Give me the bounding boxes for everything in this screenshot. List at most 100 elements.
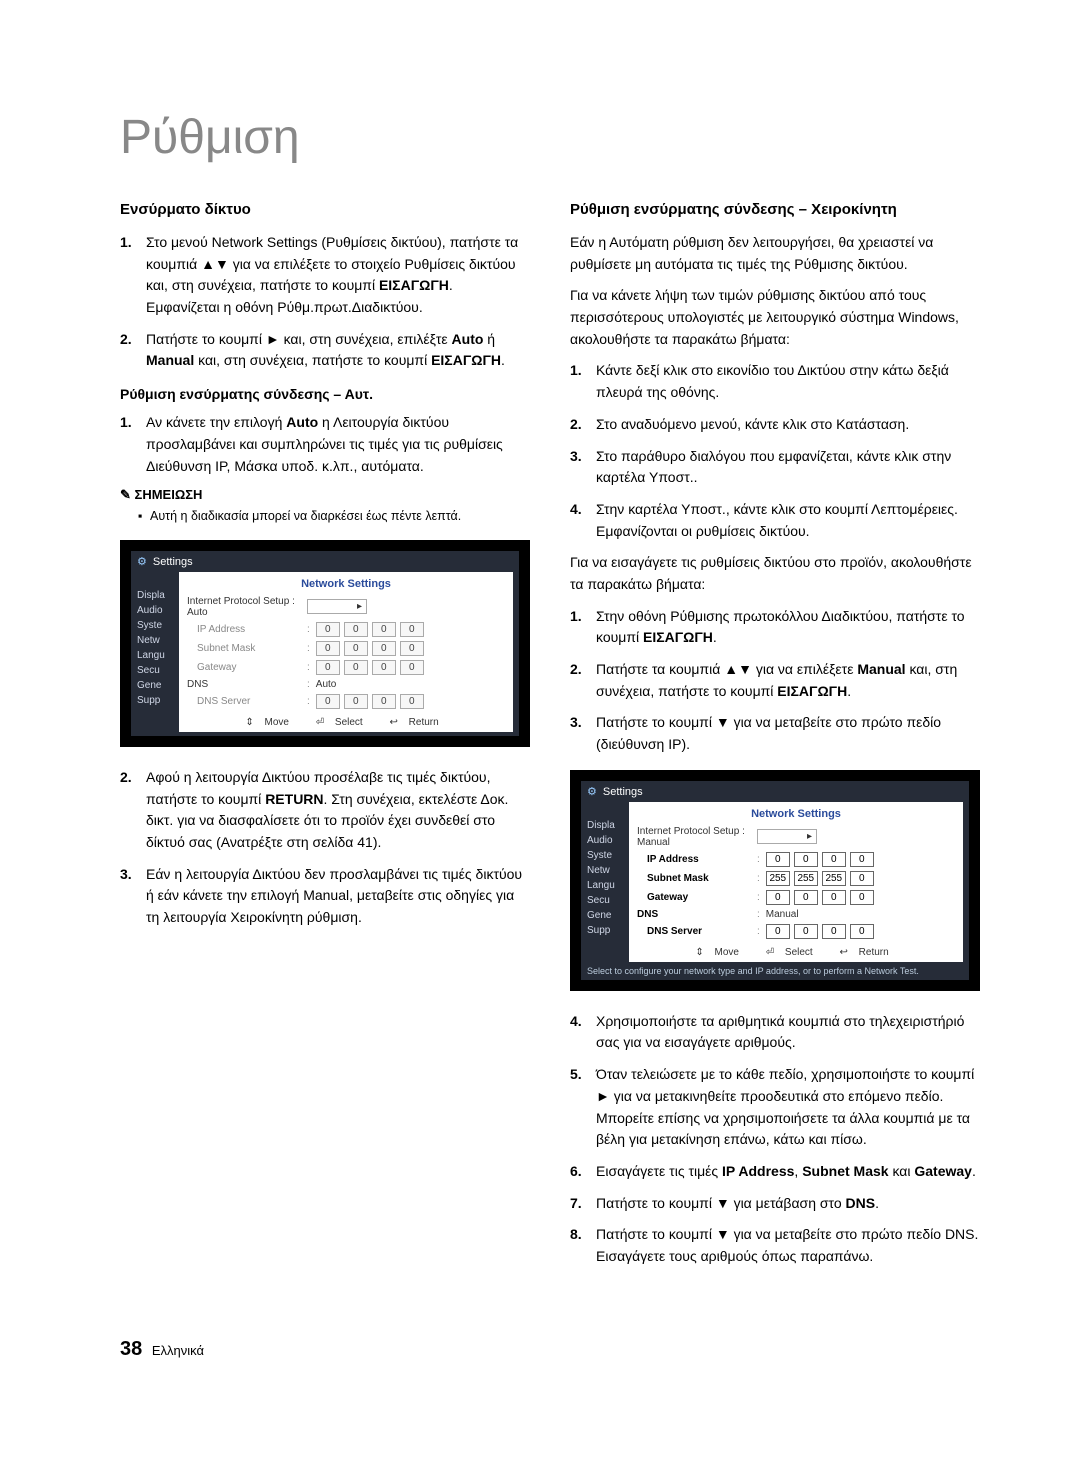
ip-0[interactable]: 0 [316, 622, 340, 637]
page-lang: Ελληνικά [152, 1343, 204, 1358]
ip-3[interactable]: 0 [400, 622, 424, 637]
mask-2[interactable]: 0 [372, 641, 396, 656]
bold: ΕΙΣΑΓΩΓΗ [777, 683, 847, 699]
right-p1: Εάν η Αυτόματη ρύθμιση δεν λειτουργήσει,… [570, 232, 980, 275]
ip-1[interactable]: 0 [794, 852, 818, 867]
bold: Manual [146, 352, 194, 368]
ra4: Στην καρτέλα Υποστ., κάντε κλικ στο κουμ… [570, 499, 980, 542]
ra2: Στο αναδυόμενο μενού, κάντε κλικ στο Κατ… [570, 414, 980, 436]
side-item: Netw [137, 633, 179, 648]
mask-1[interactable]: 255 [794, 871, 818, 886]
rc4: Χρησιμοποιήστε τα αριθμητικά κουμπιά στο… [570, 1011, 980, 1054]
settings-label: Settings [603, 786, 643, 798]
panel-title: Network Settings [637, 808, 955, 820]
gw-3[interactable]: 0 [400, 660, 424, 675]
ip-0[interactable]: 0 [766, 852, 790, 867]
side-item: Displa [587, 818, 629, 833]
ip-label: IP Address [187, 624, 307, 635]
mask-0[interactable]: 0 [316, 641, 340, 656]
left-list-2: Αν κάνετε την επιλογή Auto η Λειτουργία … [120, 412, 530, 477]
dns-0[interactable]: 0 [316, 694, 340, 709]
page-title: Ρύθμιση [120, 110, 980, 165]
ip-3[interactable]: 0 [850, 852, 874, 867]
mask-3[interactable]: 0 [400, 641, 424, 656]
side-item: Syste [587, 848, 629, 863]
left-column: Ενσύρματο δίκτυο Στο μενού Network Setti… [120, 195, 530, 1278]
move-hint: ⇕ Move [245, 717, 297, 728]
ra3: Στο παράθυρο διαλόγου που εμφανίζεται, κ… [570, 446, 980, 489]
note-body: Αυτή η διαδικασία μπορεί να διαρκέσει έω… [138, 507, 530, 526]
dns-mode: Auto [316, 679, 337, 690]
txt: . [875, 1195, 879, 1211]
move-hint: ⇕ Move [695, 947, 747, 958]
left-auto-step-1: Αν κάνετε την επιλογή Auto η Λειτουργία … [120, 412, 530, 477]
dns-0[interactable]: 0 [766, 924, 790, 939]
bold: Subnet Mask [802, 1163, 888, 1179]
gw-label: Gateway [637, 892, 757, 903]
dns-1[interactable]: 0 [344, 694, 368, 709]
bold: Manual [857, 661, 905, 677]
txt: . [501, 352, 505, 368]
sidebar: Displa Audio Syste Netw Langu Secu Gene … [137, 572, 179, 732]
ra1: Κάντε δεξί κλικ στο εικονίδιο του Δικτύο… [570, 360, 980, 403]
rc8: Πατήστε το κουμπί ▼ για να μεταβείτε στο… [570, 1224, 980, 1267]
bold: Auto [286, 414, 318, 430]
mask-2[interactable]: 255 [822, 871, 846, 886]
bold: IP Address [722, 1163, 794, 1179]
bold: Auto [452, 331, 484, 347]
bold: ΕΙΣΑΓΩΓΗ [643, 629, 713, 645]
mask-label: Subnet Mask [187, 643, 307, 654]
settings-screenshot-manual: ⚙Settings Displa Audio Syste Netw Langu … [570, 770, 980, 991]
dns-3[interactable]: 0 [400, 694, 424, 709]
ip-2[interactable]: 0 [372, 622, 396, 637]
mask-0[interactable]: 255 [766, 871, 790, 886]
mask-1[interactable]: 0 [344, 641, 368, 656]
dns-3[interactable]: 0 [850, 924, 874, 939]
right-list-b: Στην οθόνη Ρύθμισης πρωτοκόλλου Διαδικτύ… [570, 606, 980, 756]
rb2: Πατήστε τα κουμπιά ▲▼ για να επιλέξετε M… [570, 659, 980, 702]
settings-panel: Network Settings Internet Protocol Setup… [179, 572, 513, 732]
gw-label: Gateway [187, 662, 307, 673]
rc6: Εισαγάγετε τις τιμές IP Address, Subnet … [570, 1161, 980, 1183]
side-item: Syste [137, 618, 179, 633]
gw-0[interactable]: 0 [766, 890, 790, 905]
side-item: Gene [137, 678, 179, 693]
dnssrv-label: DNS Server [637, 926, 757, 937]
txt: Στο μενού Network Settings (Ρυθμίσεις δι… [146, 234, 518, 293]
ip-2[interactable]: 0 [822, 852, 846, 867]
settings-screenshot-auto: ⚙Settings Displa Audio Syste Netw Langu … [120, 540, 530, 747]
gw-3[interactable]: 0 [850, 890, 874, 905]
bold: ΕΙΣΑΓΩΓΗ [379, 277, 449, 293]
right-p3: Για να εισαγάγετε τις ρυθμίσεις δικτύου … [570, 552, 980, 595]
ip-label: IP Address [637, 854, 757, 865]
select-hint: ⏎ Select [316, 717, 371, 728]
gw-2[interactable]: 0 [822, 890, 846, 905]
note-heading: ΣΗΜΕΙΩΣΗ [120, 487, 530, 503]
side-item: Displa [137, 588, 179, 603]
bold: DNS [846, 1195, 876, 1211]
setup-select[interactable]: ▸ [307, 599, 367, 614]
dns-1[interactable]: 0 [794, 924, 818, 939]
right-p2: Για να κάνετε λήψη των τιμών ρύθμισης δι… [570, 285, 980, 350]
right-list-c: Χρησιμοποιήστε τα αριθμητικά κουμπιά στο… [570, 1011, 980, 1268]
txt: και [889, 1163, 915, 1179]
gw-1[interactable]: 0 [794, 890, 818, 905]
txt: Πατήστε το κουμπί ▼ για μετάβαση στο [596, 1195, 846, 1211]
rc5: Όταν τελειώσετε με το κάθε πεδίο, χρησιμ… [570, 1064, 980, 1151]
mask-3[interactable]: 0 [850, 871, 874, 886]
side-item: Secu [587, 893, 629, 908]
gw-1[interactable]: 0 [344, 660, 368, 675]
txt: . [972, 1163, 976, 1179]
dns-2[interactable]: 0 [372, 694, 396, 709]
dns-2[interactable]: 0 [822, 924, 846, 939]
txt: Εισαγάγετε τις τιμές [596, 1163, 722, 1179]
side-item: Supp [137, 693, 179, 708]
rb1: Στην οθόνη Ρύθμισης πρωτοκόλλου Διαδικτύ… [570, 606, 980, 649]
gw-0[interactable]: 0 [316, 660, 340, 675]
bold: RETURN [265, 791, 323, 807]
ip-1[interactable]: 0 [344, 622, 368, 637]
panel-title: Network Settings [187, 578, 505, 590]
setup-select[interactable]: ▸ [757, 829, 817, 844]
gw-2[interactable]: 0 [372, 660, 396, 675]
return-hint: ↩ Return [839, 947, 896, 958]
